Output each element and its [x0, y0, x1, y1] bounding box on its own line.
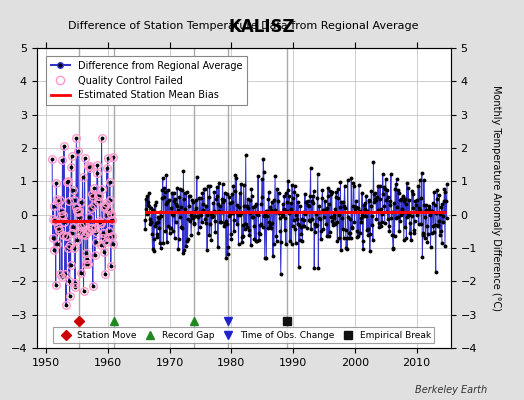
Y-axis label: Monthly Temperature Anomaly Difference (°C): Monthly Temperature Anomaly Difference (…	[491, 85, 501, 311]
Text: KALISZ: KALISZ	[228, 18, 296, 36]
Text: Berkeley Earth: Berkeley Earth	[415, 385, 487, 395]
Legend: Station Move, Record Gap, Time of Obs. Change, Empirical Break: Station Move, Record Gap, Time of Obs. C…	[53, 327, 434, 344]
Title: Difference of Station Temperature Data from Regional Average: Difference of Station Temperature Data f…	[69, 20, 419, 30]
